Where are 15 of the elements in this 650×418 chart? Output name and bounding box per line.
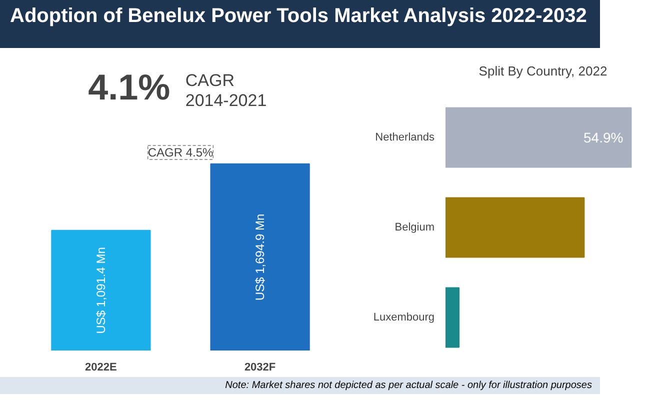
y-tick-label: Belgium bbox=[394, 222, 435, 234]
x-tick-label: 2032F bbox=[244, 362, 276, 374]
data-label: US$ 1,091.4 Mn bbox=[94, 247, 108, 334]
x-tick-label: 2022E bbox=[85, 362, 117, 374]
chart-title: Split By Country, 2022 bbox=[478, 64, 608, 78]
text: Adoption of Benelux Power Tools Market Analysis 2022-2032 bbox=[0, 0, 600, 48]
text: 4.1% bbox=[88, 66, 170, 108]
text: CAGR bbox=[185, 71, 234, 90]
y-tick-label: Luxembourg bbox=[373, 312, 435, 324]
data-label: US$ 1,694.9 Mn bbox=[253, 214, 268, 301]
y-tick-label: Netherlands bbox=[375, 132, 435, 144]
text: 2014-2021 bbox=[185, 91, 267, 110]
data-label: 54.9% bbox=[584, 130, 624, 146]
text: Note: Market shares not depicted as per actual scale - only for illustration purposes bbox=[0, 377, 600, 394]
text: CAGR 4.5% bbox=[148, 146, 214, 160]
